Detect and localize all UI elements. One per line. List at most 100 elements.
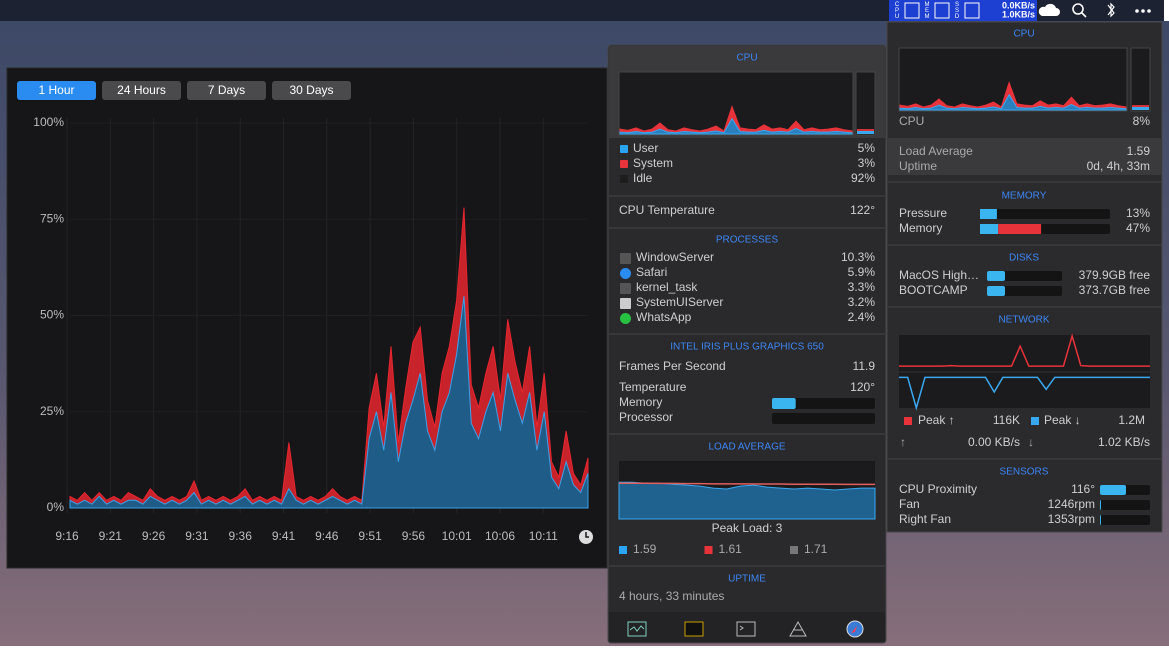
- label: Peak ↓: [1044, 413, 1081, 427]
- label: BOOTCAMP: [899, 283, 968, 297]
- label: Memory: [619, 395, 662, 409]
- bar-track: [987, 271, 1062, 281]
- status-gauge: [964, 2, 980, 19]
- x-tick-label: 10:11: [529, 529, 558, 543]
- range-button[interactable]: [272, 81, 351, 100]
- toolbar-icon[interactable]: [627, 621, 647, 637]
- range-label[interactable]: 1 Hour: [38, 83, 74, 97]
- process-name: kernel_task: [636, 280, 698, 294]
- label: 47%: [1126, 221, 1150, 235]
- x-tick-label: 10:01: [442, 529, 472, 543]
- label: Processor: [619, 410, 673, 424]
- legend-swatch: [1031, 417, 1039, 425]
- x-tick-label: 9:56: [402, 529, 426, 543]
- legend-swatch: [620, 160, 628, 168]
- row-value: 5%: [858, 141, 876, 155]
- section-title: SENSORS: [1000, 467, 1049, 478]
- legend-value: 1.71: [804, 542, 828, 556]
- legend-swatch: [620, 145, 628, 153]
- section-title: LOAD AVERAGE: [708, 442, 785, 453]
- toolbar-icon[interactable]: [789, 620, 807, 637]
- row-value: 3%: [858, 156, 876, 170]
- toolbar: [609, 612, 885, 642]
- bar-fill: [1100, 515, 1101, 525]
- range-button[interactable]: [187, 81, 266, 100]
- bar-fill: [1100, 500, 1101, 510]
- label: 0.00 KB/s: [968, 435, 1020, 449]
- process-value: 3.2%: [848, 295, 876, 309]
- label: ↑: [900, 435, 906, 449]
- legend-swatch: [620, 175, 628, 183]
- section-title: UPTIME: [728, 574, 766, 585]
- current-user: [1132, 106, 1149, 110]
- net-rate: 0.0KB/s: [1002, 0, 1035, 10]
- y-tick-label: 50%: [40, 308, 64, 322]
- bar-track: [987, 286, 1062, 296]
- section-title: NETWORK: [998, 315, 1049, 326]
- range-label[interactable]: 24 Hours: [117, 83, 166, 97]
- label: CPU Proximity: [899, 482, 977, 496]
- label: CPU Temperature: [619, 203, 715, 217]
- search-icon[interactable]: [1072, 3, 1084, 15]
- range-button[interactable]: [102, 81, 181, 100]
- user-area: [899, 93, 1127, 111]
- legend-swatch: [704, 546, 713, 554]
- label: 116°: [1071, 482, 1095, 496]
- label: 1.59: [1127, 144, 1151, 158]
- status-label: CPU: [894, 2, 900, 20]
- status-label: MEM: [924, 2, 930, 20]
- row-label: Idle: [633, 171, 653, 185]
- row-value: 92%: [851, 171, 875, 185]
- download-line: [899, 376, 1150, 411]
- bar-fill: [998, 224, 1042, 234]
- process-name: Safari: [636, 265, 667, 279]
- bar-track: [772, 398, 875, 409]
- process-value: 5.9%: [848, 265, 876, 279]
- app-icon: [620, 283, 631, 294]
- toolbar-icon[interactable]: [736, 621, 756, 637]
- bar-track: [772, 413, 875, 424]
- load-section: [888, 138, 1161, 175]
- legend-value: 1.59: [633, 542, 657, 556]
- section-title: CPU: [1013, 29, 1034, 40]
- bar-fill: [1100, 485, 1126, 495]
- app-icon: [620, 268, 631, 279]
- status-label: SSD: [954, 2, 960, 20]
- label: 1.2M: [1118, 413, 1145, 427]
- user-area: [69, 296, 589, 509]
- cloud-icon[interactable]: [1038, 3, 1060, 16]
- menubar: [0, 0, 1169, 21]
- range-label[interactable]: 30 Days: [289, 83, 333, 97]
- bar-fill: [987, 271, 1005, 281]
- bluetooth-icon[interactable]: [1107, 2, 1115, 18]
- label: 379.9GB free: [1079, 268, 1151, 282]
- process-value: 10.3%: [841, 250, 875, 264]
- label: 4 hours, 33 minutes: [619, 589, 724, 603]
- process-name: WhatsApp: [636, 310, 692, 324]
- more-icon[interactable]: [1135, 9, 1151, 13]
- label: 122°: [850, 203, 875, 217]
- app-icon: [620, 298, 631, 309]
- bar-fill: [987, 286, 1005, 296]
- bar-track: [1100, 515, 1150, 525]
- x-tick-label: 9:46: [315, 529, 339, 543]
- toolbar-icon[interactable]: [846, 620, 864, 638]
- label: 1246rpm: [1048, 497, 1095, 511]
- app-icon: [620, 313, 631, 324]
- label: 11.9: [853, 359, 876, 373]
- status-area[interactable]: [889, 0, 1037, 21]
- label: Temperature: [619, 380, 687, 394]
- range-button[interactable]: [17, 81, 96, 100]
- label: Memory: [899, 221, 942, 235]
- toolbar-icon[interactable]: [684, 621, 704, 637]
- user-area: [619, 117, 853, 135]
- label: Peak ↑: [918, 413, 955, 427]
- y-tick-label: 0%: [47, 500, 65, 514]
- y-tick-label: 25%: [40, 404, 64, 418]
- label: MacOS High…: [899, 268, 979, 282]
- range-label[interactable]: 7 Days: [208, 83, 245, 97]
- clock-hand: [585, 532, 589, 538]
- x-tick-label: 9:26: [142, 529, 166, 543]
- label: 0d, 4h, 33m: [1087, 159, 1150, 173]
- upload-line: [899, 333, 1150, 367]
